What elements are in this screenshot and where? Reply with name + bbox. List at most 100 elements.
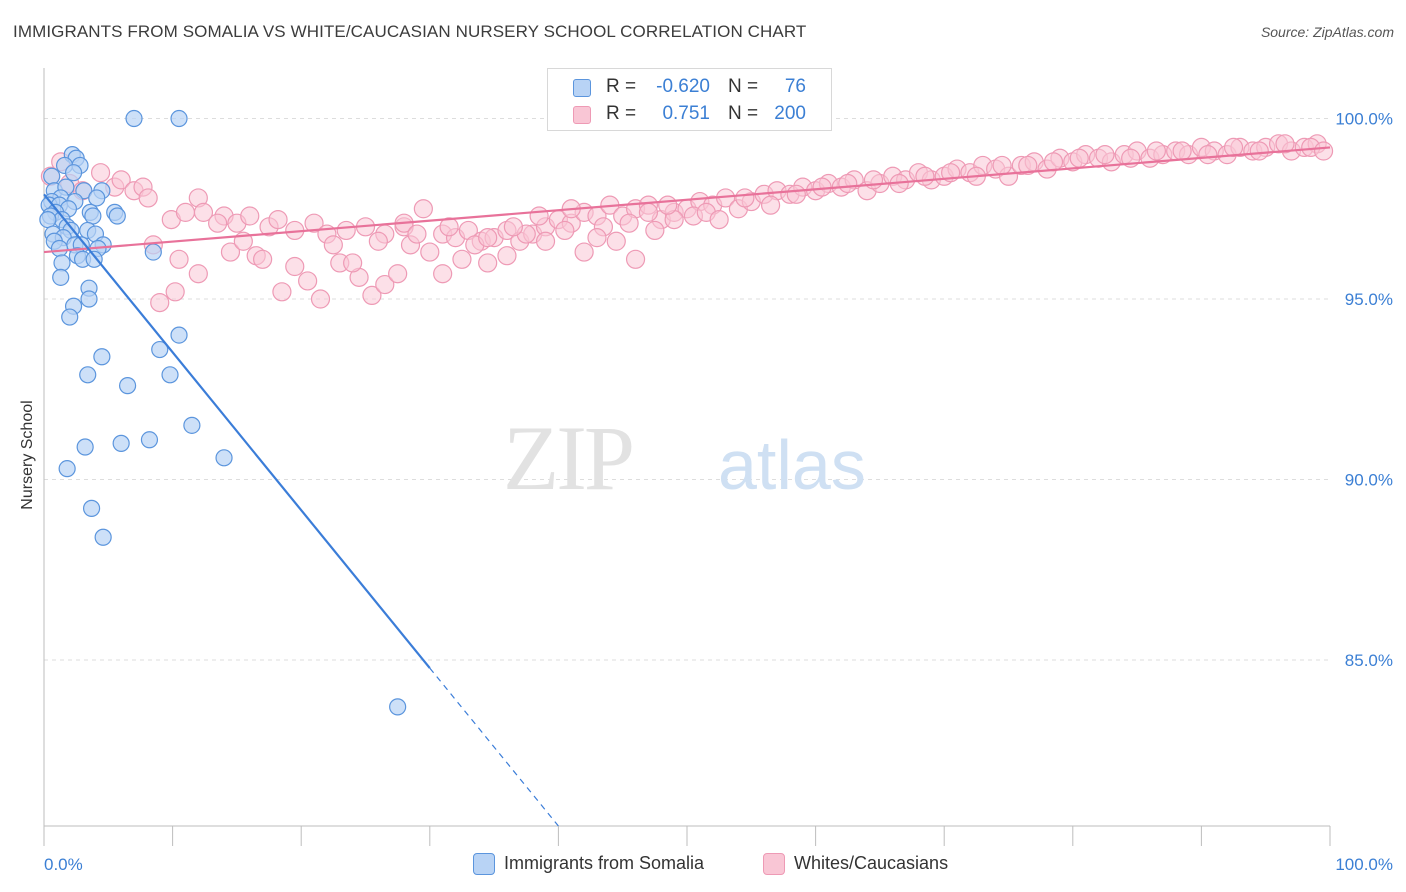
data-point-whites <box>368 231 388 251</box>
axes <box>43 68 1331 846</box>
data-point-somalia <box>64 164 83 182</box>
data-point-whites <box>1095 145 1115 165</box>
series-whites-caucasians <box>40 134 1334 313</box>
data-point-whites <box>193 202 214 222</box>
data-point-whites <box>838 173 858 194</box>
data-point-whites <box>1223 137 1244 158</box>
y-tick-label: 95.0% <box>1345 290 1393 309</box>
data-point-somalia <box>39 211 57 229</box>
data-point-whites <box>304 213 324 233</box>
bottom-legend-swatch-blue <box>473 853 495 875</box>
legend-swatch-pink <box>573 106 591 124</box>
watermark-atlas: atlas <box>718 426 866 504</box>
data-point-somalia <box>52 268 70 286</box>
data-point-whites <box>638 202 659 222</box>
data-point-whites <box>175 202 196 222</box>
data-point-somalia <box>79 366 97 384</box>
data-point-whites <box>323 235 343 255</box>
data-point-whites <box>165 282 185 302</box>
data-point-whites <box>529 206 549 226</box>
trend-line-somalia-extrapolated <box>429 667 559 827</box>
data-point-whites <box>439 217 459 237</box>
data-point-somalia <box>108 207 126 225</box>
data-point-whites <box>111 170 131 190</box>
legend-swatch-blue <box>573 79 591 97</box>
data-point-somalia <box>61 308 79 326</box>
data-point-whites <box>336 220 356 241</box>
data-point-whites <box>658 195 678 215</box>
data-point-whites <box>786 184 806 204</box>
data-point-whites <box>709 210 729 230</box>
data-point-whites <box>90 163 111 183</box>
trend-lines <box>43 146 1331 827</box>
data-point-whites <box>285 256 305 277</box>
data-point-somalia <box>170 326 188 344</box>
x-tick-labels: 0.0% 100.0% <box>44 855 1393 874</box>
data-point-whites <box>253 249 273 269</box>
legend-row-whites: R = 0.751 N = 200 <box>548 101 831 127</box>
watermark-zip: ZIP <box>503 407 632 509</box>
legend: R = -0.620 N = 76 R = 0.751 N = 200 <box>547 68 832 131</box>
data-point-somalia <box>125 109 143 128</box>
data-point-whites <box>375 274 395 295</box>
data-point-somalia <box>215 449 233 467</box>
data-point-somalia <box>82 499 101 517</box>
data-point-whites <box>1313 141 1334 161</box>
source-credit: Source: ZipAtlas.com <box>1260 24 1394 40</box>
data-point-somalia <box>84 207 102 225</box>
data-point-somalia <box>183 416 201 434</box>
data-point-whites <box>298 271 318 291</box>
data-point-somalia <box>144 243 162 261</box>
data-point-somalia <box>170 109 188 128</box>
data-point-whites <box>503 217 523 237</box>
data-point-whites <box>150 293 170 313</box>
data-point-whites <box>1069 148 1089 168</box>
data-point-whites <box>625 249 646 269</box>
data-point-somalia <box>118 377 137 395</box>
bottom-legend-label: Whites/Caucasians <box>794 853 949 873</box>
data-point-whites <box>478 228 498 248</box>
y-tick-label: 90.0% <box>1345 470 1393 489</box>
data-point-whites <box>272 282 292 302</box>
data-point-whites <box>1275 134 1295 154</box>
chart-title: IMMIGRANTS FROM SOMALIA VS WHITE/CAUCASI… <box>13 22 807 41</box>
data-point-somalia <box>80 290 98 308</box>
data-point-whites <box>1146 141 1166 161</box>
data-point-whites <box>208 213 228 233</box>
data-point-whites <box>915 166 935 186</box>
data-point-whites <box>863 170 884 190</box>
data-point-whites <box>343 253 363 273</box>
data-point-somalia <box>140 431 159 449</box>
x-tick-label: 0.0% <box>44 855 83 874</box>
data-point-somalia <box>151 340 169 359</box>
data-point-whites <box>478 253 498 273</box>
legend-n-label: N = <box>728 76 759 97</box>
data-point-whites <box>497 246 517 266</box>
data-point-whites <box>735 188 755 208</box>
data-point-somalia <box>94 528 112 546</box>
data-point-whites <box>310 289 331 309</box>
legend-n-label: N = <box>728 103 759 124</box>
data-point-somalia <box>43 167 61 185</box>
data-point-whites <box>169 249 189 269</box>
data-point-whites <box>452 249 472 269</box>
data-point-whites <box>413 199 433 219</box>
data-point-somalia <box>50 239 69 258</box>
legend-n-value: 200 <box>774 103 806 124</box>
data-point-whites <box>433 264 453 284</box>
data-point-whites <box>420 242 440 262</box>
legend-r-value: -0.620 <box>656 76 710 97</box>
legend-n-value: 76 <box>784 76 806 97</box>
data-point-whites <box>606 231 626 251</box>
data-point-whites <box>240 206 260 226</box>
data-point-somalia <box>93 348 111 366</box>
legend-r-label: R = <box>606 76 637 97</box>
data-point-whites <box>407 224 427 244</box>
data-point-somalia <box>88 189 106 207</box>
trend-line-somalia <box>43 193 431 669</box>
data-point-whites <box>268 210 288 230</box>
legend-r-label: R = <box>606 103 637 124</box>
y-tick-label: 100.0% <box>1335 110 1393 129</box>
legend-r-value: 0.751 <box>662 103 710 124</box>
data-point-whites <box>188 264 208 284</box>
